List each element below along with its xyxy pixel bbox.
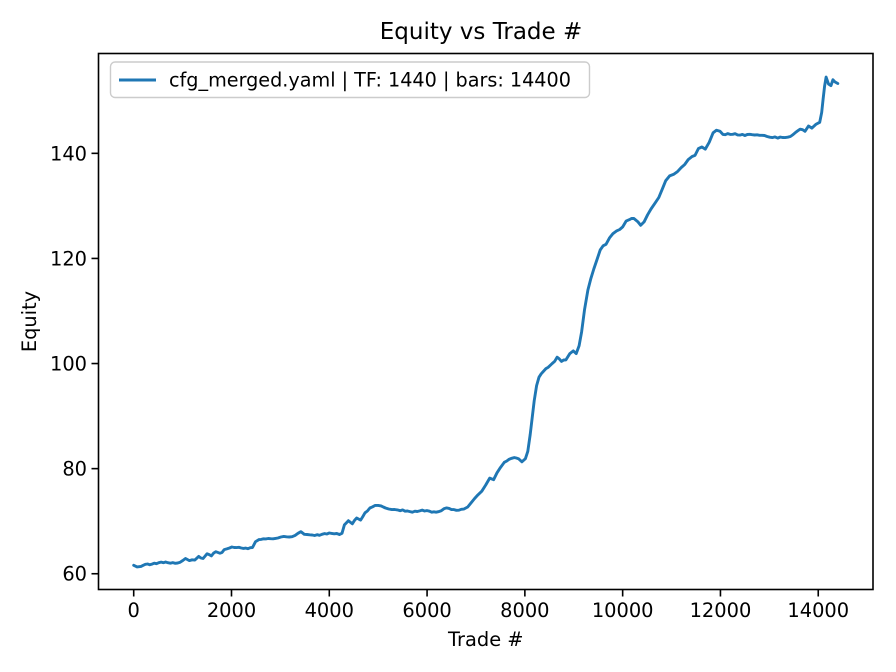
y-tick-label: 100 [50,353,87,376]
x-axis-label: Trade # [447,628,524,651]
axes-frame [97,52,874,591]
x-tick-label: 8000 [500,599,549,622]
x-tick-label: 0 [128,599,140,622]
chart-title: Equity vs Trade # [380,19,583,45]
y-axis-label: Equity [18,291,41,352]
equity-line [132,75,840,569]
x-tick-label: 14000 [787,599,849,622]
legend: cfg_merged.yaml | TF: 1440 | bars: 14400 [109,61,591,99]
y-tick-label: 80 [62,458,87,481]
x-tick-label: 12000 [690,599,752,622]
legend-box [109,61,591,99]
x-tick-label: 2000 [207,599,256,622]
y-tick-label: 140 [50,142,87,165]
x-tick-label: 4000 [305,599,354,622]
x-tick-label: 10000 [592,599,654,622]
legend-label: cfg_merged.yaml | TF: 1440 | bars: 14400 [169,69,571,92]
y-tick-label: 120 [50,247,87,270]
x-tick-label: 6000 [402,599,451,622]
y-tick-label: 60 [62,563,87,586]
plot-area: 0 2000 4000 6000 8000 10000 12000 14000 60 80 100 1… [50,52,874,622]
